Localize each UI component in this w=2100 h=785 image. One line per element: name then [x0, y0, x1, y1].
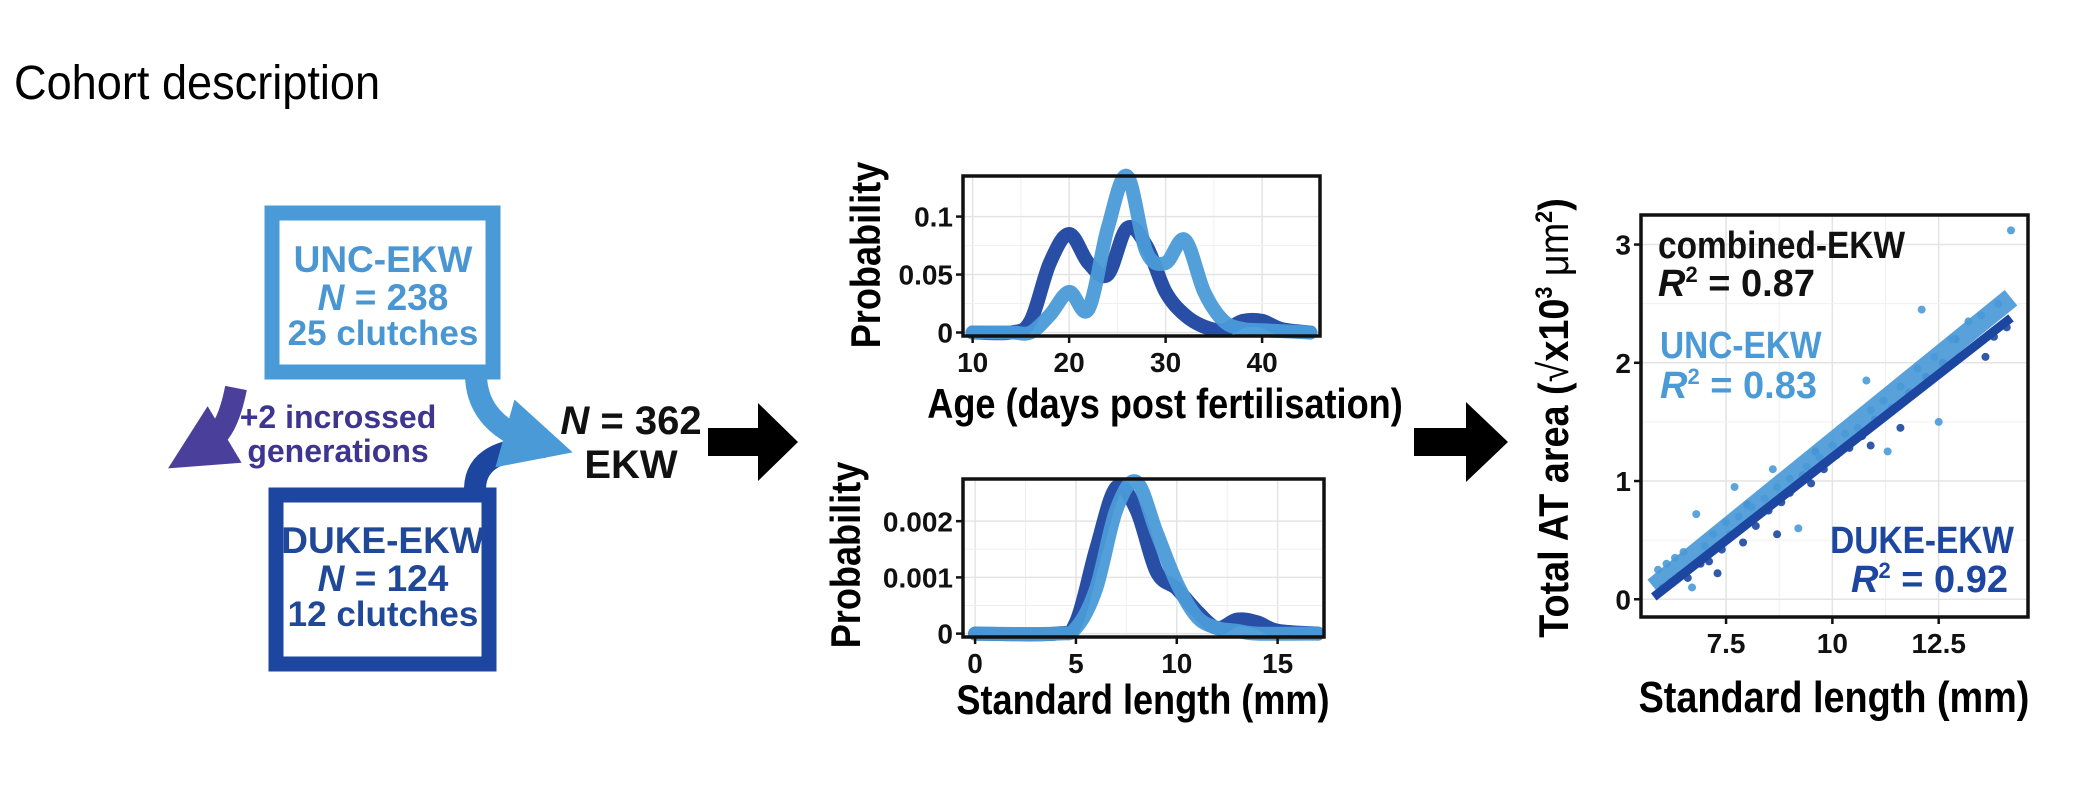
y-tick-label: 0.1 — [914, 202, 953, 233]
combined-name: EKW — [584, 443, 678, 487]
x-tick-label: 5 — [1068, 648, 1084, 679]
y-tick-label: 0.05 — [899, 260, 954, 291]
x-tick-label: 10 — [1817, 628, 1848, 659]
y-tick-label: 0.002 — [883, 506, 953, 537]
scatter-point-unc-ekw — [1730, 482, 1739, 491]
scatter-point-unc-ekw — [1692, 510, 1701, 519]
y-tick-label: 0.001 — [883, 562, 953, 593]
block-arrow-1 — [708, 403, 798, 481]
duke-fit-label: DUKE-EKW — [1830, 519, 2014, 561]
duke-box — [268, 487, 497, 672]
len-plot-frame — [961, 477, 1326, 639]
unc-clutches: 25 clutches — [288, 314, 479, 353]
combined-r2: R2 = 0.87 — [1658, 262, 1815, 305]
intercross-line1: +2 incrossed — [240, 399, 437, 435]
scatter-point-duke-ekw — [1739, 538, 1748, 547]
intercross-arrow — [168, 385, 247, 469]
x-tick-label: 12.5 — [1911, 628, 1966, 659]
x-tick-label: 20 — [1054, 347, 1085, 378]
age-y-axis-label: Probability — [844, 162, 890, 349]
unc-n: N = 238 — [318, 277, 449, 318]
x-tick-label: 10 — [1161, 648, 1192, 679]
scatter-point-unc-ekw — [1883, 447, 1892, 456]
fit-line-unc-ekw — [1647, 289, 2018, 596]
at-x-axis-label: Standard length (mm) — [1639, 672, 2030, 721]
len-x-axis-label: Standard length (mm) — [956, 678, 1329, 724]
density-line-unc-ekw — [968, 474, 1325, 642]
x-tick-label: 40 — [1247, 347, 1278, 378]
density-line-unc-ekw — [965, 168, 1318, 341]
duke-name: DUKE-EKW — [281, 520, 485, 561]
scatter-point-unc-ekw — [1917, 305, 1926, 314]
at-grid — [1641, 215, 2028, 617]
block-arrow-2 — [1414, 402, 1508, 482]
age-plot-frame — [961, 174, 1322, 338]
scatter-point-unc-ekw — [1768, 465, 1777, 474]
scatter-point-unc-ekw — [2006, 226, 2015, 235]
page-title: Cohort description — [14, 56, 380, 110]
length-density-chart: 0 5 10 15 0 0.001 0.002 Standard length (mm) P… — [824, 462, 1330, 724]
fit-line-duke-ekw — [1650, 314, 2014, 601]
unc-r2: R2 = 0.83 — [1660, 364, 1817, 407]
len-y-axis-label: Probability — [824, 462, 870, 649]
at-area-scatter-chart: 7.5 10 12.5 0 1 2 3 combined-EKW R2 = 0.87 UNC… — [1530, 198, 2030, 722]
scatter-point-unc-ekw — [1794, 524, 1803, 533]
age-ticks: 10 20 30 40 0 0.05 0.1 — [899, 202, 1278, 378]
duke-r2: R2 = 0.92 — [1851, 558, 2008, 601]
y-tick-label: 3 — [1615, 230, 1631, 261]
scatter-point-duke-ekw — [1981, 352, 1990, 361]
x-tick-label: 15 — [1262, 648, 1293, 679]
scatter-point-unc-ekw — [1934, 417, 1943, 426]
at-fit-lines — [1647, 289, 2018, 601]
scatter-point-duke-ekw — [1807, 479, 1816, 488]
duke-n: N = 124 — [318, 558, 449, 599]
duke-clutches: 12 clutches — [288, 595, 479, 634]
scatter-point-duke-ekw — [1773, 530, 1782, 539]
y-tick-label: 0 — [1615, 584, 1631, 615]
x-tick-label: 30 — [1150, 347, 1181, 378]
scatter-point-duke-ekw — [1896, 423, 1905, 432]
cohort-flow: UNC-EKW N = 238 25 clutches DUKE-EKW N =… — [168, 205, 1508, 672]
scatter-point-duke-ekw — [1866, 441, 1875, 450]
y-tick-label: 2 — [1615, 348, 1631, 379]
scatter-point-unc-ekw — [1862, 376, 1871, 385]
age-series — [965, 168, 1318, 341]
combined-fit-label: combined-EKW — [1658, 224, 1905, 266]
unc-fit-label: UNC-EKW — [1660, 324, 1822, 366]
unc-name: UNC-EKW — [294, 239, 473, 280]
scatter-point-unc-ekw — [1688, 583, 1697, 592]
y-tick-label: 0 — [937, 619, 953, 650]
at-plot-frame — [1639, 213, 2030, 619]
unc-merge-arrow — [465, 373, 573, 468]
y-tick-label: 1 — [1615, 466, 1631, 497]
at-ticks: 7.5 10 12.5 0 1 2 3 — [1615, 230, 1966, 659]
y-tick-label: 0 — [937, 318, 953, 349]
len-ticks: 0 5 10 15 0 0.001 0.002 — [883, 506, 1293, 679]
unc-box — [264, 205, 501, 380]
duke-merge-arrow — [464, 436, 546, 490]
age-x-axis-label: Age (days post fertilisation) — [927, 382, 1402, 428]
at-y-axis-label: Total AT area (√x103 μm2) — [1530, 198, 1578, 638]
intercross-line2: generations — [247, 433, 428, 469]
x-tick-label: 0 — [967, 648, 983, 679]
x-tick-label: 10 — [957, 347, 988, 378]
scatter-point-duke-ekw — [1713, 569, 1722, 578]
combined-n: N = 362 — [560, 399, 701, 443]
len-series — [968, 474, 1325, 642]
age-density-chart: 10 20 30 40 0 0.05 0.1 Age (days post fertilis… — [844, 162, 1403, 428]
x-tick-label: 7.5 — [1707, 628, 1746, 659]
